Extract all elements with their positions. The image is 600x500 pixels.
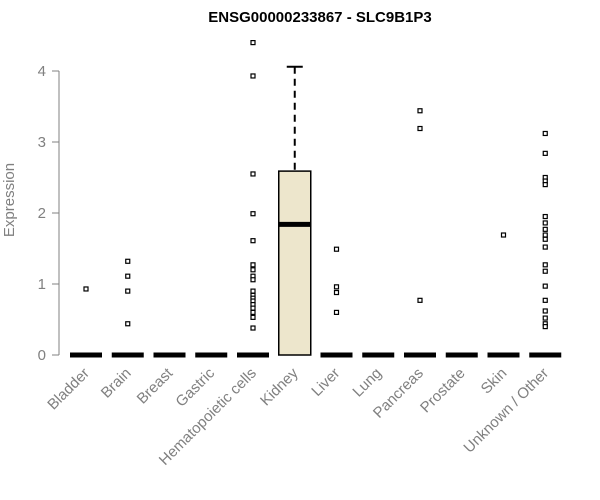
outlier-point: [250, 305, 256, 311]
outlier-point: [542, 213, 548, 220]
outlier-point: [417, 125, 423, 132]
outlier-point: [125, 273, 131, 279]
outlier-point: [542, 315, 548, 321]
outlier-point: [417, 108, 423, 114]
outlier-point: [333, 284, 340, 290]
box-body: [278, 170, 312, 356]
outlier-point: [250, 39, 256, 46]
outlier-point: [250, 309, 256, 315]
outlier-point: [333, 309, 340, 315]
outlier-point: [542, 262, 548, 268]
category-label: Bladder: [44, 365, 93, 414]
outlier-point: [83, 286, 89, 292]
category-label: Brain: [98, 365, 135, 402]
box-liver: [320, 246, 353, 358]
outlier-point: [542, 236, 548, 242]
y-tick-label: 1: [38, 276, 46, 293]
box-skin: [487, 232, 520, 358]
y-axis: 0 1 2 3 4: [38, 63, 60, 364]
outlier-point: [542, 244, 548, 250]
outlier-point: [542, 182, 548, 188]
outlier-point: [333, 289, 340, 296]
outlier-point: [250, 171, 256, 177]
y-tick-label: 3: [38, 134, 46, 151]
outlier-point: [250, 267, 256, 273]
outlier-point: [542, 226, 548, 232]
category-label: Liver: [308, 365, 343, 400]
outlier-point: [542, 150, 548, 156]
category-label: Lung: [349, 365, 385, 401]
box-bladder: [70, 286, 102, 358]
outlier-point: [250, 73, 256, 79]
category-label: Prostate: [417, 365, 469, 417]
outlier-point: [542, 232, 548, 238]
outlier-point: [542, 297, 548, 303]
box-kidney: [278, 65, 312, 356]
box-unknown-other: [529, 130, 562, 358]
outlier-point: [542, 220, 548, 226]
y-tick-label: 4: [38, 63, 46, 80]
y-tick-label: 0: [38, 347, 46, 364]
outlier-point: [333, 246, 340, 252]
chart-title: ENSG00000233867 - SLC9B1P3: [208, 9, 431, 26]
outlier-point: [125, 258, 131, 264]
box-pancreas: [404, 108, 436, 358]
outlier-point: [542, 268, 548, 274]
category-label: Skin: [478, 365, 511, 398]
outlier-point: [125, 288, 131, 294]
y-tick-label: 2: [38, 205, 46, 222]
outlier-point: [250, 325, 256, 331]
y-axis-label: Expression: [1, 163, 18, 237]
category-label: Kidney: [257, 364, 302, 409]
outlier-point: [250, 288, 256, 294]
category-label: Breast: [134, 364, 177, 407]
outlier-point: [542, 308, 548, 314]
outlier-point: [417, 297, 423, 303]
outlier-point: [125, 321, 131, 327]
outlier-point: [250, 211, 256, 217]
outlier-point: [542, 283, 548, 289]
outlier-point: [250, 262, 256, 268]
outlier-point: [542, 324, 548, 330]
outlier-point: [542, 130, 548, 137]
outlier-point: [250, 314, 256, 320]
outlier-point: [250, 277, 256, 283]
boxes-layer: [70, 39, 562, 358]
box-brain: [111, 258, 144, 358]
box-hematopoietic-cells: [237, 39, 269, 358]
outlier-point: [250, 238, 256, 244]
outlier-point: [500, 232, 507, 238]
